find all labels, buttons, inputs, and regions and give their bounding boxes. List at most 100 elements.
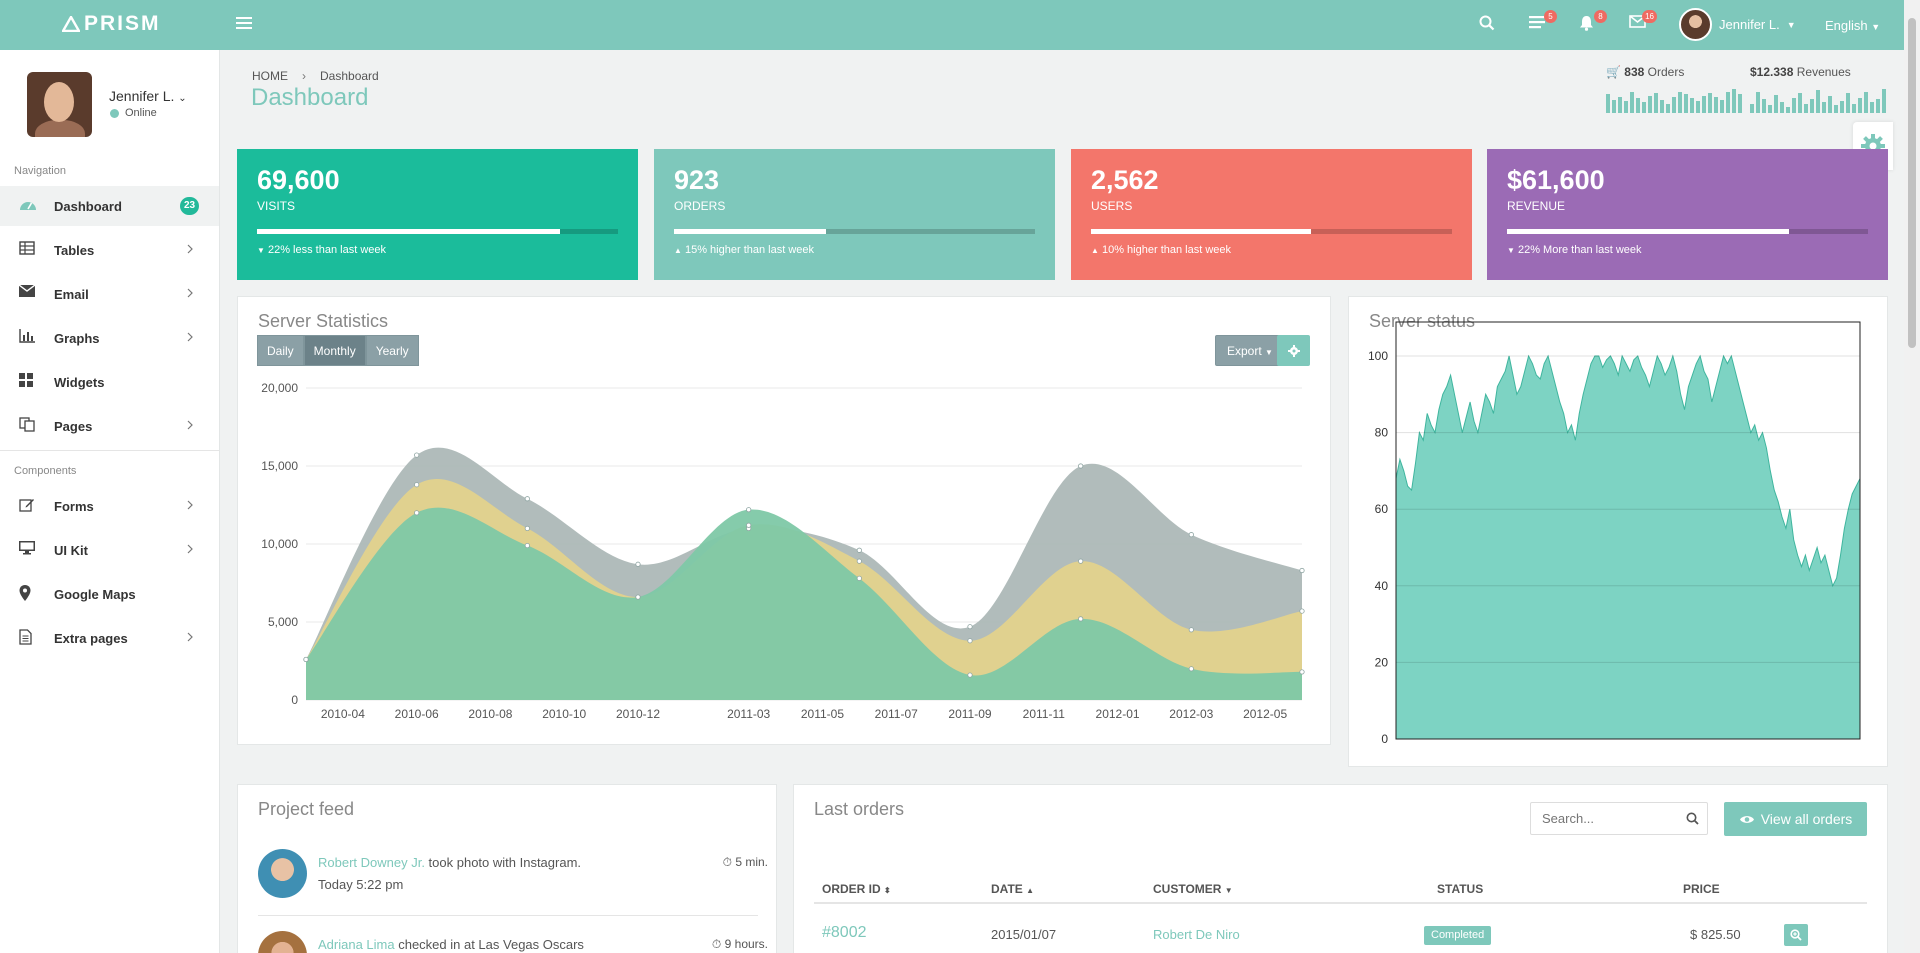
edit-icon [19, 497, 37, 515]
x-tick-label: 2010-08 [468, 707, 512, 721]
chart-settings-button[interactable] [1277, 335, 1310, 366]
sparkline-bar [1780, 102, 1784, 113]
section-label-components: Components [14, 465, 77, 477]
period-yearly-button[interactable]: Yearly [365, 335, 419, 366]
feed-user-link[interactable]: Robert Downey Jr. [318, 855, 425, 870]
caret-down-icon: ▼ [1871, 22, 1881, 32]
sparkline-bar [1852, 104, 1856, 113]
table-header-divider [814, 902, 1867, 904]
stat-trend-text: 15% higher than last week [684, 244, 815, 256]
stat-label: REVENUE [1507, 199, 1566, 213]
sidebar-item-widgets[interactable]: Widgets [0, 362, 219, 402]
sparkline-bar [1792, 98, 1796, 113]
sidebar-item-graphs[interactable]: Graphs [0, 318, 219, 358]
feed-text: Robert Downey Jr. took photo with Instag… [318, 855, 581, 870]
sidebar-item-pages[interactable]: Pages [0, 406, 219, 446]
sidebar-item-label: UI Kit [54, 542, 88, 558]
sparkline-bar [1678, 92, 1682, 113]
envelope-icon[interactable]: 16 [1629, 10, 1657, 35]
stat-value: $61,600 [1507, 165, 1605, 195]
breadcrumb-current: Dashboard [320, 69, 379, 83]
sparkline-bar [1624, 101, 1628, 113]
order-id-link[interactable]: #8002 [822, 924, 867, 941]
data-point [967, 624, 973, 630]
sparkline-bar [1834, 105, 1838, 113]
data-point [414, 482, 420, 488]
sidebar-item-dashboard[interactable]: Dashboard 23 [0, 186, 219, 226]
period-daily-button[interactable]: Daily [257, 335, 304, 366]
tasks-icon[interactable]: 5 [1529, 10, 1557, 35]
caret-up-icon: ▲ [1091, 246, 1099, 255]
y-tick-label: 80 [1375, 426, 1389, 440]
sparkline-bar [1846, 93, 1850, 113]
menu-toggle-icon[interactable] [236, 17, 252, 31]
notifications-badge: 8 [1594, 10, 1607, 23]
search-icon[interactable] [1686, 812, 1699, 825]
column-header-status: STATUS [1437, 882, 1484, 896]
sidebar-item-label: Forms [54, 498, 94, 514]
y-tick-label: 0 [291, 693, 298, 707]
sparkline-bar [1798, 93, 1802, 113]
y-tick-label: 0 [1381, 732, 1388, 746]
page-scrollbar[interactable] [1904, 0, 1920, 953]
y-tick-label: 10,000 [261, 537, 298, 551]
bell-icon[interactable]: 8 [1579, 10, 1607, 35]
view-all-orders-button[interactable]: View all orders [1724, 802, 1867, 836]
data-point [746, 507, 752, 513]
sidebar-item-label: Google Maps [54, 586, 136, 602]
data-point [1188, 666, 1194, 672]
revenues-label: Revenues [1796, 65, 1851, 79]
feed-time: ⏱ 9 hours. [712, 937, 768, 952]
sidebar-item-label: Extra pages [54, 630, 128, 646]
chevron-right-icon [187, 544, 193, 554]
online-dot-icon [110, 108, 119, 118]
column-header-customer[interactable]: CUSTOMER ▼ [1153, 882, 1233, 896]
column-header-price: PRICE [1683, 882, 1720, 896]
stat-progress-fill [674, 229, 826, 234]
stat-card-revenue: $61,600 REVENUE ▼ 22% More than last wee… [1487, 149, 1888, 280]
period-monthly-button[interactable]: Monthly [303, 335, 366, 366]
x-tick-label: 2011-05 [801, 707, 844, 721]
revenues-sparkline [1750, 87, 1886, 113]
profile-name-toggle[interactable]: Jennifer L. ⌄ [109, 88, 187, 104]
order-price: $ 825.50 [1690, 927, 1741, 942]
sidebar-item-ui-kit[interactable]: UI Kit [0, 530, 219, 570]
language-selector[interactable]: English ▼ [1825, 18, 1880, 33]
sidebar-item-email[interactable]: Email [0, 274, 219, 314]
sidebar-item-label: Dashboard [54, 198, 122, 214]
x-tick-label: 2010-06 [395, 707, 439, 721]
sidebar-item-label: Pages [54, 418, 93, 434]
stat-trend-text: 10% higher than last week [1101, 244, 1232, 256]
sidebar-item-forms[interactable]: Forms [0, 486, 219, 526]
sidebar-item-google-maps[interactable]: Google Maps [0, 574, 219, 614]
stat-value: 69,600 [257, 165, 340, 195]
feed-user-link[interactable]: Adriana Lima [318, 937, 395, 952]
chevron-right-icon [187, 244, 193, 254]
scrollbar-thumb[interactable] [1908, 18, 1916, 348]
export-button[interactable]: Export ▼ [1215, 335, 1285, 366]
data-point [414, 510, 420, 516]
search-input[interactable] [1531, 803, 1671, 834]
breadcrumb-home[interactable]: HOME [252, 69, 288, 83]
sparkline-bar [1786, 107, 1790, 113]
column-header-order-id[interactable]: ORDER ID ⬍ [822, 882, 891, 896]
stat-card-visits: 69,600 VISITS ▼ 22% less than last week [237, 149, 638, 280]
caret-down-icon: ▼ [1507, 246, 1515, 255]
sidebar-item-label: Tables [54, 242, 95, 258]
user-menu[interactable]: Jennifer L. ▼ [1679, 8, 1796, 41]
sparkline-bar [1732, 89, 1736, 113]
sidebar-item-tables[interactable]: Tables [0, 230, 219, 270]
revenues-value: $12.338 [1750, 65, 1794, 79]
order-customer-link[interactable]: Robert De Niro [1153, 927, 1240, 942]
search-icon[interactable] [1479, 15, 1501, 35]
dashboard-icon [19, 197, 37, 215]
order-detail-button[interactable] [1784, 924, 1808, 946]
plot-frame [1395, 321, 1861, 740]
data-point [856, 575, 862, 581]
sparkline-bar [1720, 100, 1724, 113]
column-header-date[interactable]: DATE ▲ [991, 882, 1035, 896]
sidebar-item-extra-pages[interactable]: Extra pages [0, 618, 219, 658]
brand-logo[interactable]: PRISM [62, 12, 161, 36]
sparkline-bar [1642, 102, 1646, 113]
x-tick-label: 2010-10 [542, 707, 586, 721]
